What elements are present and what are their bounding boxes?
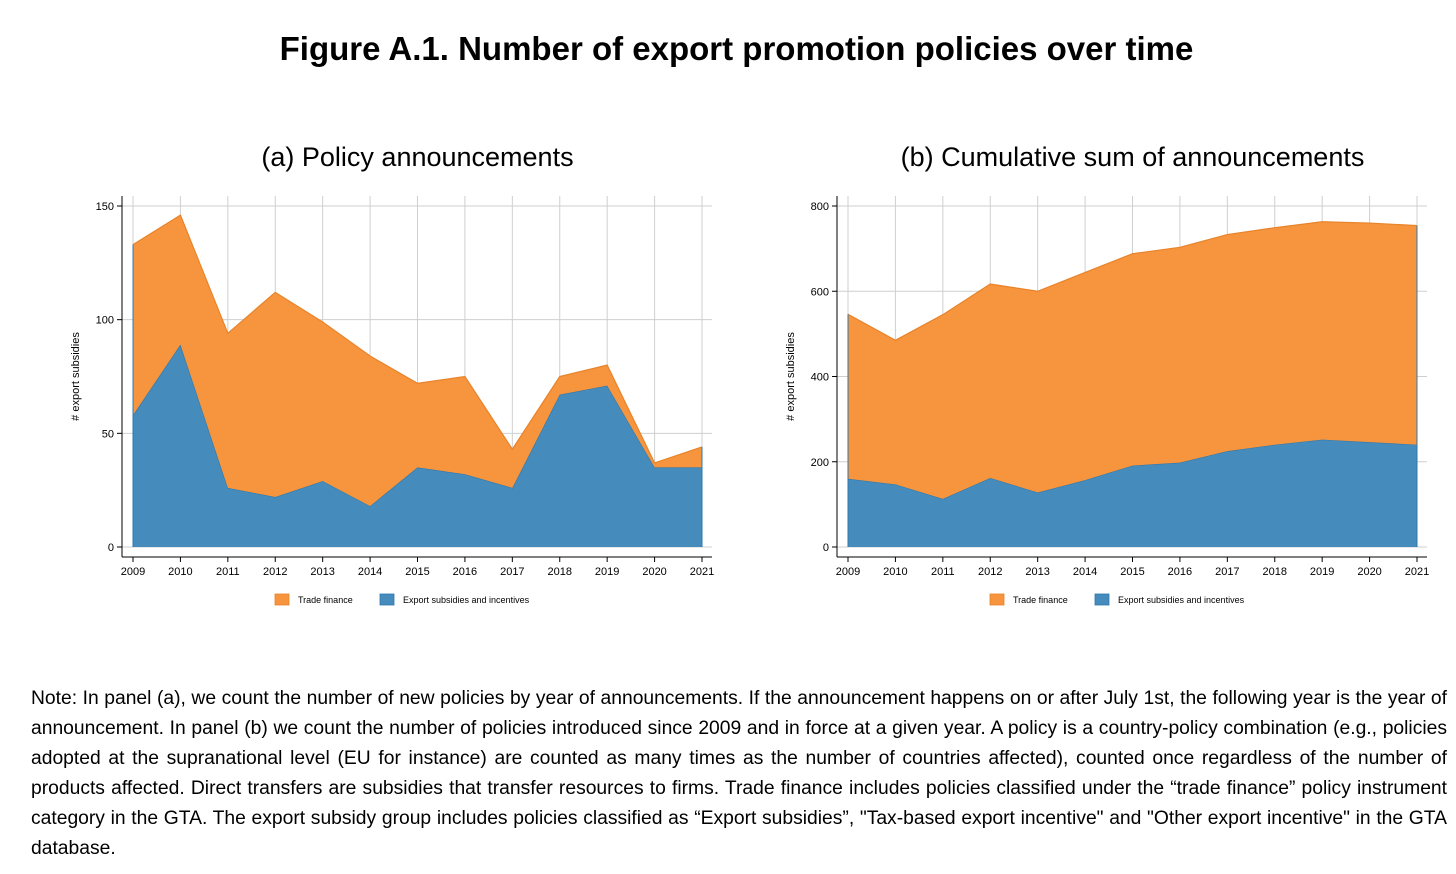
chart-panel-a: (a) Policy announcements 0 50 100 150 2009 201…	[0, 120, 720, 640]
area-edge-trade-finance	[847, 221, 1418, 341]
x-tick-label: 2019	[1310, 566, 1334, 578]
y-tick-label: 0	[108, 542, 114, 554]
x-tick-label: 2015	[405, 566, 429, 578]
x-tick-label: 2018	[1263, 566, 1287, 578]
x-tick-label: 2012	[978, 566, 1002, 578]
x-tick-label: 2010	[883, 566, 907, 578]
area-export-subsidies-and-incentives	[848, 439, 1417, 547]
x-tick-label: 2016	[453, 566, 477, 578]
x-tick-label: 2009	[836, 566, 860, 578]
legend-swatch-export-subsidies-and-incentives	[1094, 593, 1110, 606]
legend-swatch-export-subsidies-and-incentives	[379, 593, 395, 606]
x-tick-label: 2020	[642, 566, 666, 578]
x-tick-label: 2010	[168, 566, 192, 578]
x-tick-label: 2018	[548, 566, 572, 578]
area-trade-finance	[848, 221, 1417, 499]
x-tick-label: 2013	[1025, 566, 1049, 578]
x-tick-label: 2019	[595, 566, 619, 578]
chart-panel-b: (b) Cumulative sum of announcements 0 200 4…	[715, 120, 1435, 640]
chart-title: (a) Policy announcements	[261, 142, 573, 172]
chart-title: (b) Cumulative sum of announcements	[901, 142, 1365, 172]
y-tick-label: 0	[823, 542, 829, 554]
y-tick-label: 150	[96, 201, 114, 213]
chart-b-svg: (b) Cumulative sum of announcements 0 200 4…	[785, 142, 1429, 606]
y-tick-label: 800	[811, 201, 829, 213]
x-tick-label: 2017	[1215, 566, 1239, 578]
y-axis-label: # export subsidies	[70, 332, 82, 421]
figure-note: Note: In panel (a), we count the number …	[31, 688, 1447, 859]
y-tick-label: 200	[811, 457, 829, 469]
legend-swatch-trade-finance	[989, 593, 1005, 606]
legend-label-export-subsidies-and-incentives: Export subsidies and incentives	[1118, 595, 1245, 605]
legend-label-export-subsidies-and-incentives: Export subsidies and incentives	[403, 595, 530, 605]
x-tick-label: 2017	[500, 566, 524, 578]
y-tick-label: 600	[811, 286, 829, 298]
x-tick-label: 2021	[690, 566, 714, 578]
legend-swatch-trade-finance	[274, 593, 290, 606]
x-tick-label: 2014	[358, 566, 382, 578]
x-tick-label: 2015	[1120, 566, 1144, 578]
x-tick-label: 2011	[931, 566, 955, 578]
chart-a-svg: (a) Policy announcements 0 50 100 150 2009 201…	[70, 142, 714, 606]
x-tick-label: 2012	[263, 566, 287, 578]
legend-label-trade-finance: Trade finance	[1013, 595, 1068, 605]
x-tick-label: 2021	[1405, 566, 1429, 578]
x-tick-label: 2016	[1168, 566, 1192, 578]
x-tick-label: 2014	[1073, 566, 1097, 578]
x-tick-label: 2011	[216, 566, 240, 578]
area-edge-trade-finance	[132, 214, 703, 464]
figure-title: Figure A.1. Number of export promotion p…	[279, 30, 1194, 67]
area-trade-finance	[133, 215, 702, 507]
x-tick-label: 2013	[310, 566, 334, 578]
y-tick-label: 400	[811, 372, 829, 384]
y-tick-label: 50	[102, 428, 114, 440]
x-tick-label: 2020	[1357, 566, 1381, 578]
legend-label-trade-finance: Trade finance	[298, 595, 353, 605]
y-axis-label: # export subsidies	[785, 332, 797, 421]
y-tick-label: 100	[96, 315, 114, 327]
x-tick-label: 2009	[121, 566, 145, 578]
